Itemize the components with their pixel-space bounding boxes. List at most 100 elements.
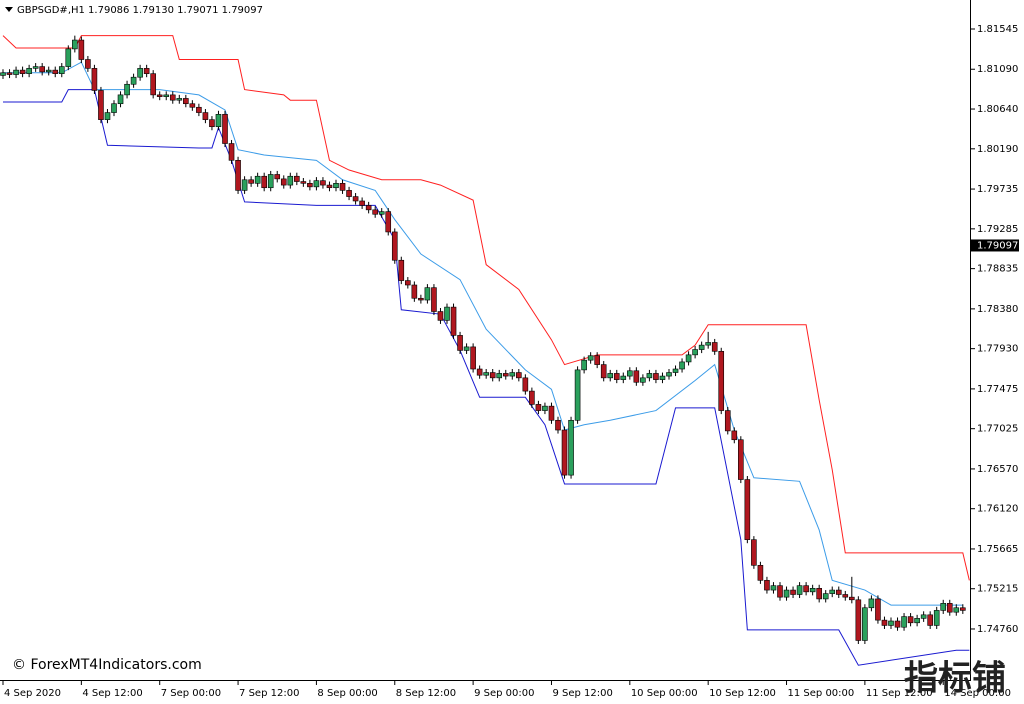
candle-body <box>862 607 868 641</box>
candle-body <box>85 59 91 69</box>
candle-body <box>163 94 170 97</box>
x-tick-label: 4 Sep 12:00 <box>82 688 142 699</box>
candle-body <box>150 73 156 96</box>
candle-body <box>646 373 653 379</box>
y-tick-label: 1.74760 <box>977 624 1018 635</box>
x-tick-label: 7 Sep 00:00 <box>161 688 221 699</box>
candle-body <box>52 69 59 74</box>
candle-body <box>313 180 320 188</box>
plot-area <box>0 35 970 666</box>
candle-body <box>933 610 940 626</box>
candle-body <box>437 311 444 321</box>
y-tick-label: 1.77025 <box>977 424 1018 435</box>
x-tick-label: 8 Sep 00:00 <box>317 688 377 699</box>
candle-body <box>888 620 894 626</box>
candle-body <box>378 211 385 215</box>
candle-body <box>692 349 698 356</box>
candle-body <box>516 372 522 379</box>
candle-body <box>45 69 52 73</box>
menu-triangle[interactable] <box>5 7 13 12</box>
candle-body <box>189 103 196 108</box>
candle-body <box>444 306 450 321</box>
candle-body <box>738 439 744 480</box>
candle-body <box>594 355 600 365</box>
candle-body <box>698 344 705 350</box>
candle-body <box>339 183 346 191</box>
candle-body <box>849 596 855 601</box>
y-tick-label: 1.77475 <box>977 384 1018 395</box>
candle-body <box>640 377 646 383</box>
x-tick-label: 9 Sep 12:00 <box>552 688 612 699</box>
candle-body <box>280 178 287 186</box>
candle-body <box>653 373 659 380</box>
candle-body <box>751 539 757 566</box>
candle-body <box>711 342 718 352</box>
candle-body <box>685 354 692 363</box>
y-tick-label: 1.80190 <box>977 144 1018 155</box>
candle-body <box>607 373 614 379</box>
candle-body <box>777 585 783 598</box>
candle-body <box>326 184 333 189</box>
candle-body <box>0 72 6 76</box>
candle-body <box>215 114 222 128</box>
candle-body <box>627 370 633 377</box>
y-tick-label: 1.78835 <box>977 264 1018 275</box>
x-tick-label: 10 Sep 00:00 <box>631 688 698 699</box>
candle-body <box>672 368 679 373</box>
candle-body <box>901 616 907 628</box>
x-tick-label: 4 Sep 2020 <box>4 688 61 699</box>
candle-body <box>679 361 685 370</box>
candle-body <box>555 419 561 431</box>
candle-body <box>111 103 117 113</box>
candle-body <box>267 174 274 189</box>
candle-body <box>91 68 98 91</box>
candle-body <box>829 589 836 594</box>
x-tick-label: 14 Sep 00:00 <box>944 688 1011 699</box>
candle-body <box>568 419 574 476</box>
candle-body <box>803 585 809 593</box>
candle-body <box>894 620 901 628</box>
candle-body <box>600 364 607 379</box>
y-tick-label: 1.80640 <box>977 104 1018 115</box>
y-tick-label: 1.75215 <box>977 584 1018 595</box>
price-label: 1.79097 <box>977 240 1018 251</box>
candle-body <box>32 66 39 69</box>
candle-body <box>450 306 457 336</box>
candle-body <box>176 98 183 101</box>
candle-body <box>783 589 790 598</box>
candle-body <box>542 405 548 411</box>
y-tick-label: 1.81545 <box>977 24 1018 35</box>
candle-body <box>718 351 725 411</box>
candle-body <box>724 410 731 432</box>
candle-body <box>248 179 254 184</box>
candle-body <box>835 589 842 595</box>
candle-body <box>927 614 933 626</box>
candle-body <box>457 335 463 351</box>
candle-body <box>522 377 529 392</box>
copyright: © ForexMT4Indicators.com <box>12 657 202 673</box>
y-tick-label: 1.76120 <box>977 504 1018 515</box>
candle-body <box>359 200 365 206</box>
candle-body <box>855 599 862 641</box>
candle-body <box>346 190 352 197</box>
candle-body <box>39 66 45 73</box>
candle-body <box>476 368 483 376</box>
candle-body <box>124 83 130 96</box>
candle-body <box>796 585 803 595</box>
candle-body <box>842 594 849 598</box>
candle-body <box>953 607 960 613</box>
candle-body <box>620 375 627 380</box>
candle-body <box>502 373 509 377</box>
x-tick-label: 11 Sep 12:00 <box>866 688 933 699</box>
candle-body <box>881 619 888 626</box>
candle-body <box>431 287 437 312</box>
candle-body <box>463 346 470 351</box>
candle-body <box>72 39 78 50</box>
candle-body <box>816 588 822 600</box>
candle-body <box>13 69 19 75</box>
candle-body <box>946 603 953 613</box>
candle-body <box>26 68 32 74</box>
candle-body <box>659 375 666 380</box>
candle-body <box>757 565 764 581</box>
candle-body <box>868 598 875 609</box>
